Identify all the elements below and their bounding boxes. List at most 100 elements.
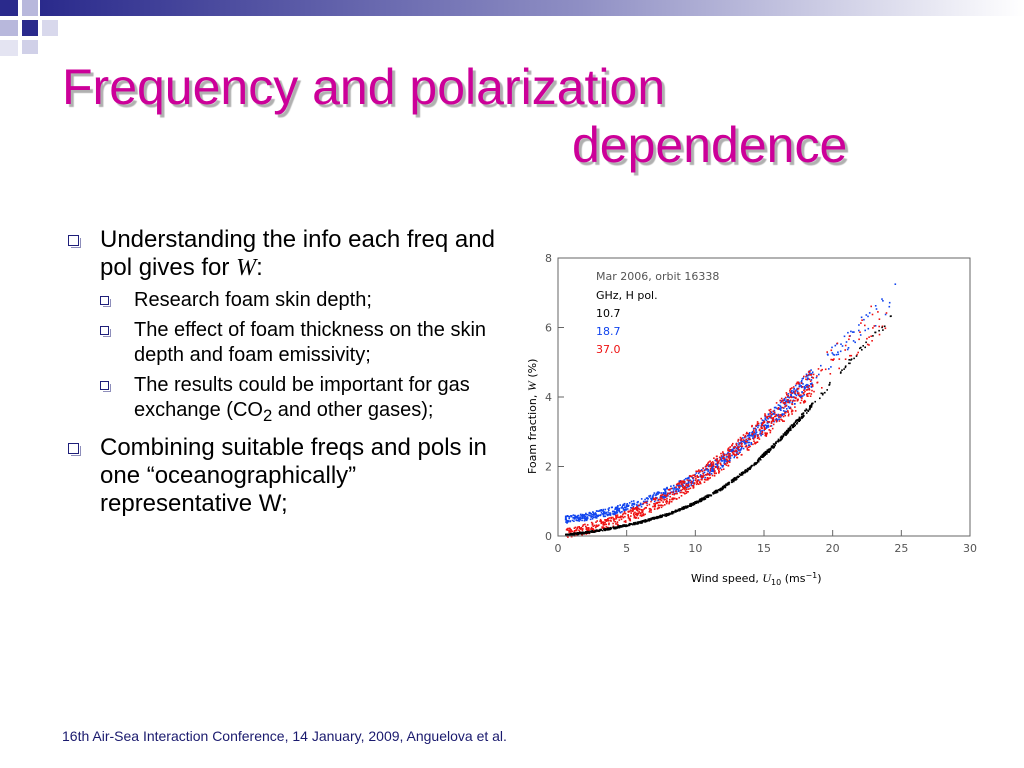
- scatter-point: [639, 502, 642, 505]
- scatter-point: [737, 475, 740, 478]
- scatter-point: [778, 418, 780, 421]
- scatter-point: [694, 501, 696, 503]
- scatter-point: [785, 432, 788, 434]
- scatter-point: [607, 528, 610, 530]
- scatter-point: [660, 497, 662, 499]
- scatter-point: [582, 524, 585, 526]
- scatter-point: [751, 432, 753, 434]
- scatter-point: [675, 488, 677, 491]
- scatter-point: [575, 519, 577, 521]
- bullet-item-1: Understanding the info each freq and pol…: [66, 226, 496, 428]
- scatter-point: [598, 510, 601, 512]
- scatter-point: [753, 432, 755, 435]
- scatter-point: [770, 411, 773, 413]
- scatter-point: [704, 476, 706, 479]
- scatter-point: [743, 439, 746, 442]
- scatter-point: [713, 457, 715, 459]
- scatter-point: [830, 366, 832, 368]
- scatter-point: [752, 443, 754, 446]
- scatter-point: [605, 526, 608, 528]
- scatter-point: [640, 509, 643, 511]
- scatter-point: [772, 410, 775, 412]
- scatter-point: [600, 528, 602, 531]
- scatter-point: [772, 417, 774, 420]
- scatter-point: [568, 517, 570, 520]
- scatter-point: [779, 404, 781, 407]
- scatter-point: [783, 433, 786, 436]
- scatter-point: [796, 423, 798, 425]
- scatter-point: [710, 473, 713, 475]
- scatter-point: [838, 367, 840, 370]
- chart-annotation-line1: Mar 2006, orbit 16338: [596, 270, 719, 283]
- scatter-point: [599, 514, 602, 517]
- scatter-point: [772, 446, 774, 449]
- scatter-point: [739, 445, 742, 447]
- scatter-point: [591, 523, 594, 526]
- scatter-point: [590, 516, 592, 518]
- scatter-point: [734, 446, 736, 448]
- scatter-point: [788, 396, 791, 399]
- scatter-point: [752, 438, 755, 440]
- scatter-point: [765, 450, 767, 453]
- scatter-point: [860, 346, 862, 349]
- bullet-item-2: Combining suitable freqs and pols in one…: [66, 434, 496, 518]
- scatter-point: [727, 456, 730, 459]
- scatter-point: [857, 351, 859, 354]
- scatter-point: [685, 483, 688, 486]
- scatter-point: [750, 465, 753, 468]
- scatter-point: [728, 461, 731, 463]
- scatter-point: [702, 467, 704, 470]
- scatter-point: [720, 452, 722, 455]
- scatter-point: [692, 487, 695, 489]
- scatter-point: [713, 468, 715, 470]
- scatter-point: [590, 530, 592, 532]
- scatter-point: [687, 505, 689, 507]
- scatter-point: [736, 456, 739, 459]
- scatter-point: [759, 433, 761, 435]
- scatter-point: [888, 301, 891, 304]
- scatter-point: [780, 438, 782, 441]
- scatter-point: [805, 376, 807, 378]
- scatter-point: [784, 396, 787, 399]
- scatter-point: [717, 489, 720, 491]
- scatter-points: [564, 283, 897, 538]
- scatter-point: [884, 327, 887, 330]
- scatter-point: [868, 336, 870, 338]
- scatter-point: [671, 497, 674, 500]
- scatter-point: [633, 516, 636, 519]
- scatter-point: [878, 318, 881, 320]
- scatter-point: [591, 522, 594, 525]
- scatter-point: [774, 415, 776, 418]
- scatter-point: [780, 415, 782, 417]
- scatter-point: [696, 482, 699, 485]
- scatter-point: [709, 460, 711, 462]
- scatter-point: [838, 358, 841, 360]
- scatter-point: [749, 434, 752, 437]
- scatter-point: [852, 340, 855, 342]
- scatter-point: [646, 498, 649, 500]
- scatter-point: [773, 411, 776, 414]
- scatter-point: [811, 389, 813, 392]
- scatter-point: [723, 462, 725, 464]
- scatter-point: [588, 532, 591, 534]
- scatter-point: [626, 508, 629, 510]
- scatter-point: [628, 517, 631, 520]
- scatter-point: [651, 518, 654, 520]
- scatter-point: [613, 512, 616, 514]
- scatter-point: [591, 528, 593, 530]
- scatter-point: [675, 486, 677, 488]
- scatter-point: [634, 511, 636, 514]
- scatter-point: [720, 459, 722, 462]
- scatter-point: [765, 419, 768, 422]
- scatter-point: [687, 488, 690, 490]
- scatter-point: [677, 483, 680, 485]
- scatter-point: [702, 476, 704, 479]
- scatter-point: [636, 501, 639, 504]
- scatter-point: [793, 396, 796, 399]
- scatter-point: [718, 460, 720, 462]
- scatter-point: [697, 501, 699, 504]
- scatter-point: [766, 424, 768, 427]
- scatter-point: [723, 459, 726, 461]
- scatter-point: [637, 521, 640, 523]
- scatter-point: [794, 406, 796, 408]
